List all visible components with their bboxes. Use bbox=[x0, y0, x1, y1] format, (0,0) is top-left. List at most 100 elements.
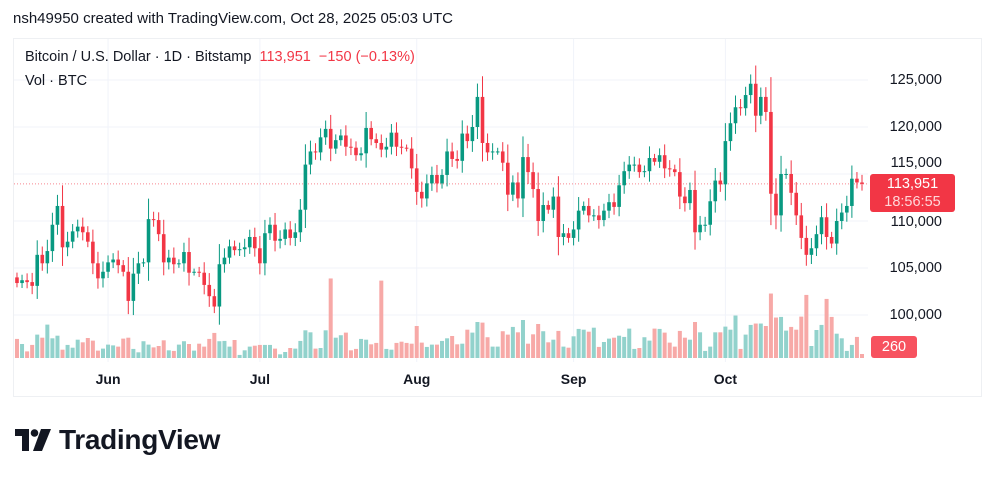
candle-down bbox=[258, 248, 262, 264]
symbol-title[interactable]: Bitcoin / U.S. Dollar · 1D · Bitstamp bbox=[25, 49, 252, 65]
volume-bar bbox=[794, 329, 799, 358]
candle-down bbox=[824, 217, 829, 237]
candle-up bbox=[814, 234, 819, 249]
candle-down bbox=[404, 147, 409, 149]
volume-bar bbox=[252, 345, 257, 358]
candle-up bbox=[571, 229, 576, 238]
candle-up bbox=[617, 185, 621, 207]
candle-down bbox=[597, 215, 601, 221]
volume-bar bbox=[50, 338, 55, 358]
volume-bar bbox=[187, 344, 192, 358]
candle-up bbox=[227, 246, 232, 258]
volume-bar bbox=[283, 352, 288, 358]
volume-bar bbox=[526, 343, 531, 358]
last-price: 113,951 bbox=[259, 49, 311, 65]
candle-down bbox=[15, 277, 19, 284]
volume-bar bbox=[632, 348, 637, 358]
candle-down bbox=[374, 139, 379, 143]
tradingview-logo[interactable]: TradingView bbox=[15, 424, 220, 456]
volume-bar bbox=[181, 341, 186, 358]
candle-up bbox=[642, 171, 647, 173]
candle-up bbox=[728, 123, 733, 142]
candle-down bbox=[693, 189, 697, 233]
candle-down bbox=[435, 174, 439, 184]
volume-bar bbox=[70, 347, 75, 358]
candle-up bbox=[45, 251, 50, 264]
candle-up bbox=[303, 164, 308, 210]
date-tick-label: Jul bbox=[249, 371, 270, 387]
candle-up bbox=[703, 224, 707, 226]
candle-down bbox=[794, 192, 799, 216]
candle-down bbox=[546, 205, 551, 210]
volume-bar bbox=[490, 346, 495, 358]
candle-up bbox=[819, 217, 824, 235]
candle-down bbox=[829, 236, 834, 244]
candle-up bbox=[475, 96, 480, 127]
candle-down bbox=[506, 162, 510, 195]
volume-bar bbox=[718, 332, 723, 358]
candle-down bbox=[764, 96, 768, 112]
date-tick-label: Sep bbox=[560, 371, 587, 387]
volume-bar bbox=[531, 334, 536, 358]
volume-bar bbox=[288, 348, 293, 358]
candle-up bbox=[708, 201, 712, 225]
volume-bar bbox=[338, 335, 343, 358]
candle-up bbox=[268, 224, 272, 234]
candle-up bbox=[136, 263, 141, 274]
candle-up bbox=[217, 264, 222, 307]
volume-bar bbox=[642, 337, 647, 358]
candle-down bbox=[86, 232, 90, 242]
volume-bar bbox=[35, 334, 40, 358]
candle-down bbox=[202, 272, 206, 285]
candle-down bbox=[394, 132, 399, 147]
candle-down bbox=[161, 234, 166, 263]
candle-up bbox=[339, 135, 343, 141]
candle-up bbox=[318, 137, 323, 153]
volume-bar bbox=[55, 335, 60, 358]
candle-down bbox=[500, 151, 505, 163]
candle-up bbox=[70, 231, 75, 242]
volume-bar bbox=[733, 315, 738, 358]
volume-bar bbox=[738, 348, 743, 358]
volume-bar bbox=[131, 348, 136, 358]
volume-bar bbox=[80, 342, 85, 358]
candle-down bbox=[526, 157, 530, 173]
volume-bar bbox=[470, 332, 475, 358]
volume-bar bbox=[743, 334, 748, 358]
volume-bar bbox=[723, 326, 728, 358]
candle-up bbox=[581, 205, 586, 211]
candle-down bbox=[531, 172, 535, 190]
candle-down bbox=[612, 202, 616, 207]
symbol-legend: Bitcoin / U.S. Dollar · 1D · Bitstamp 11… bbox=[25, 49, 415, 65]
volume-bar bbox=[343, 332, 348, 358]
candle-down bbox=[652, 158, 657, 162]
candle-down bbox=[586, 205, 591, 216]
candle-down bbox=[328, 128, 333, 149]
bar-countdown: 18:56:55 bbox=[884, 194, 941, 210]
candle-up bbox=[278, 238, 282, 241]
volume-bar bbox=[672, 346, 677, 358]
candle-up bbox=[106, 262, 110, 272]
candle-down bbox=[789, 174, 793, 193]
volume-bar bbox=[682, 337, 687, 358]
volume-bar bbox=[308, 332, 313, 358]
volume-bar bbox=[440, 340, 445, 358]
volume-bar bbox=[232, 340, 237, 358]
volume-bar bbox=[166, 350, 171, 358]
candle-down bbox=[40, 254, 45, 264]
volume-bar bbox=[617, 335, 622, 358]
volume-bar bbox=[222, 340, 227, 358]
volume-bar bbox=[354, 348, 358, 358]
candle-up bbox=[263, 233, 267, 264]
credit-line: nsh49950 created with TradingView.com, O… bbox=[13, 10, 453, 27]
volume-bar bbox=[197, 343, 202, 358]
volume-bar bbox=[136, 352, 141, 358]
volume-bar bbox=[495, 346, 500, 358]
volume-legend[interactable]: Vol · BTC bbox=[25, 73, 88, 89]
candle-up bbox=[647, 158, 652, 172]
candle-up bbox=[511, 182, 515, 195]
candle-up bbox=[748, 83, 753, 96]
candle-down bbox=[344, 135, 348, 147]
candle-down bbox=[156, 220, 161, 235]
